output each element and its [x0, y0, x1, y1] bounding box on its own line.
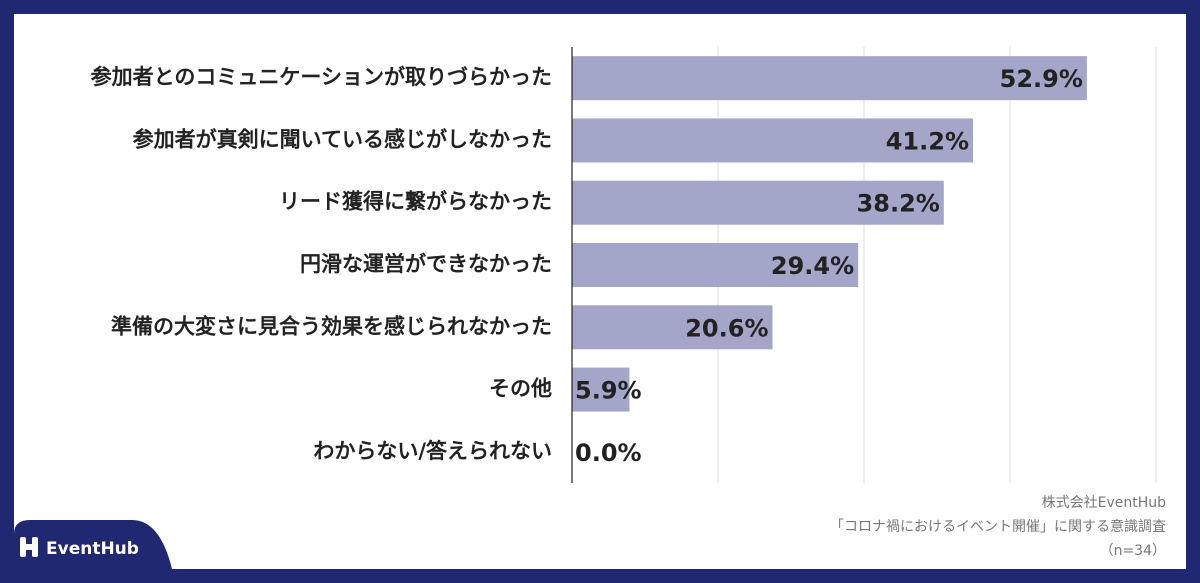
source-line: 「コロナ禍におけるイベント開催」に関する意識調査	[830, 518, 1166, 535]
bar	[572, 56, 1087, 101]
logo-text: EventHub	[46, 539, 139, 559]
value-label: 41.2%	[886, 127, 969, 155]
value-label: 5.9%	[575, 377, 642, 405]
bar	[572, 118, 974, 163]
logo-badge	[14, 520, 172, 569]
category-label: 参加者とのコミュニケーションが取りづらかった	[91, 65, 552, 89]
value-label: 29.4%	[771, 252, 854, 280]
category-label: わからない/答えられない	[313, 439, 552, 463]
bar	[572, 367, 630, 412]
category-label: その他	[489, 377, 552, 401]
category-label: リード獲得に繋がらなかった	[279, 190, 552, 214]
value-label: 52.9%	[1000, 65, 1083, 93]
logo-icon	[20, 537, 38, 557]
panel	[14, 14, 1186, 569]
category-label: 参加者が真剣に聞いている感じがしなかった	[133, 127, 552, 151]
source-line: 株式会社EventHub	[1042, 495, 1167, 511]
value-label: 20.6%	[685, 314, 768, 342]
value-label: 0.0%	[575, 439, 642, 467]
category-label: 円滑な運営ができなかった	[300, 252, 552, 276]
source-line: （n=34）	[1100, 543, 1166, 559]
bar	[572, 180, 944, 225]
category-label: 準備の大変さに見合う効果を感じられなかった	[111, 314, 552, 338]
bar	[572, 243, 859, 287]
bar	[572, 305, 773, 350]
value-label: 38.2%	[857, 190, 940, 218]
